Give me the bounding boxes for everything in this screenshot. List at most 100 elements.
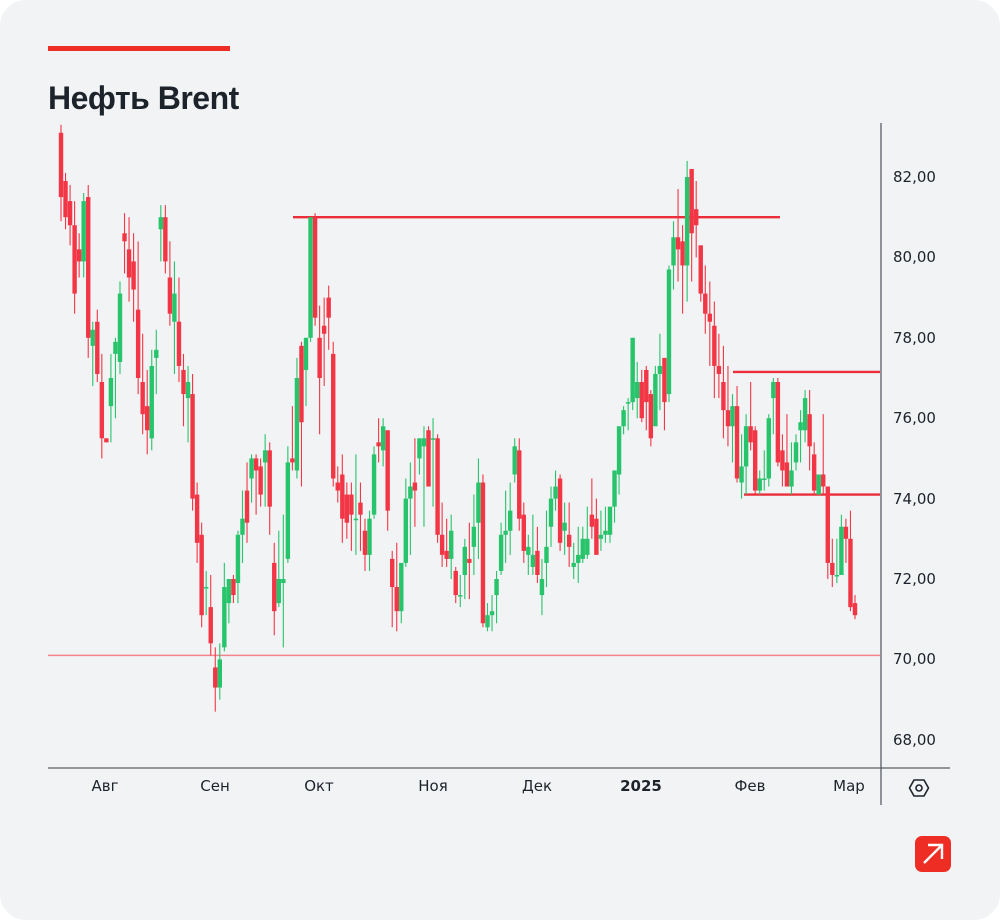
bearish-candle [734,406,740,479]
bullish-candle [544,546,549,563]
bullish-candle [739,466,744,483]
time-tick-label: 2025 [620,777,662,795]
time-tick-label: Авг [91,777,119,795]
price-tick-label: 74,00 [893,489,936,508]
bearish-candle [707,313,713,322]
bearish-candle [435,438,440,535]
bearish-candle [390,558,395,588]
bearish-candle [703,293,708,314]
bearish-candle [639,382,644,419]
bearish-candle [698,245,703,294]
price-tick-label: 82,00 [893,168,936,186]
bearish-candle [362,530,368,555]
time-tick-label: Сен [200,777,230,795]
bullish-candle [113,341,118,354]
bearish-candle [267,450,272,507]
bullish-candle [149,365,154,439]
bearish-candle [807,414,812,447]
bullish-candle [172,293,177,322]
bearish-candle [589,514,595,527]
bearish-candle [439,534,445,555]
bearish-candle [258,466,263,495]
price-levels [48,215,880,657]
bullish-candle [793,442,799,463]
bearish-candle [467,558,472,563]
bearish-candle [644,369,649,403]
bullish-candle [671,237,676,266]
chart-title: Нефть Brent [48,80,239,116]
bearish-candle [231,579,236,596]
bullish-candle [512,446,517,475]
bullish-candle [371,454,377,515]
bearish-candle [86,197,91,338]
bearish-candle [725,410,731,427]
bearish-candle [358,502,363,515]
bearish-candle [58,132,64,198]
bullish-candle [380,426,386,451]
bullish-candle [303,337,309,370]
bullish-candle [562,522,567,531]
bearish-candle [213,667,218,688]
bearish-candle [712,325,717,366]
bullish-candle [526,546,531,555]
hexagon-gear-icon[interactable] [907,776,931,800]
bearish-candle [299,345,304,423]
bearish-candle [825,486,830,563]
bullish-candle [666,269,672,395]
bullish-candle [203,587,209,589]
bearish-candle [566,534,572,547]
bullish-candle [580,538,585,559]
bullish-candle [294,378,300,471]
bullish-candle [603,530,608,535]
bullish-candle [571,562,576,567]
bearish-candle [126,249,132,278]
bearish-candle [535,550,540,575]
bullish-candle [408,486,413,499]
bullish-candle [403,498,409,563]
bearish-candle [181,369,186,395]
bullish-candle [498,534,504,571]
bullish-candle [90,329,95,346]
bearish-candle [780,450,785,471]
bullish-candle [621,410,626,427]
bullish-candle [653,373,658,427]
bearish-candle [662,357,667,403]
bearish-candle [244,490,250,523]
bearish-candle [784,462,790,487]
bearish-candle [748,426,753,443]
bearish-candle [848,538,853,608]
bullish-candle [598,534,604,539]
bearish-candle [131,261,136,290]
bullish-candle [798,422,803,431]
bullish-candle [757,478,762,491]
arrow-up-right-logo-icon[interactable] [915,836,951,872]
bearish-candle [680,241,685,266]
bullish-candle [276,579,281,604]
bullish-candle [154,349,159,358]
bearish-candle [290,458,295,463]
bearish-candle [830,562,835,575]
bearish-candle [167,277,173,314]
time-tick-label: Мар [833,777,865,795]
bullish-candle [81,201,86,262]
bullish-candle [462,546,468,575]
bearish-candle [648,394,654,439]
bearish-candle [426,430,431,487]
bearish-candle [194,494,200,543]
time-tick-label: Дек [521,777,553,795]
bearish-candle [340,474,345,519]
accent-bar [48,46,230,51]
bullish-candle [684,177,690,266]
bullish-candle [585,538,590,555]
bearish-candle [689,168,694,234]
bullish-candle [235,534,241,584]
price-tick-label: 80,00 [893,248,936,267]
price-tick-label: 70,00 [893,650,936,669]
bearish-candle [594,518,599,555]
bullish-candle [630,337,635,403]
bearish-candle [811,454,817,491]
bullish-candle [743,426,749,467]
time-tick-label: Ноя [418,777,448,795]
